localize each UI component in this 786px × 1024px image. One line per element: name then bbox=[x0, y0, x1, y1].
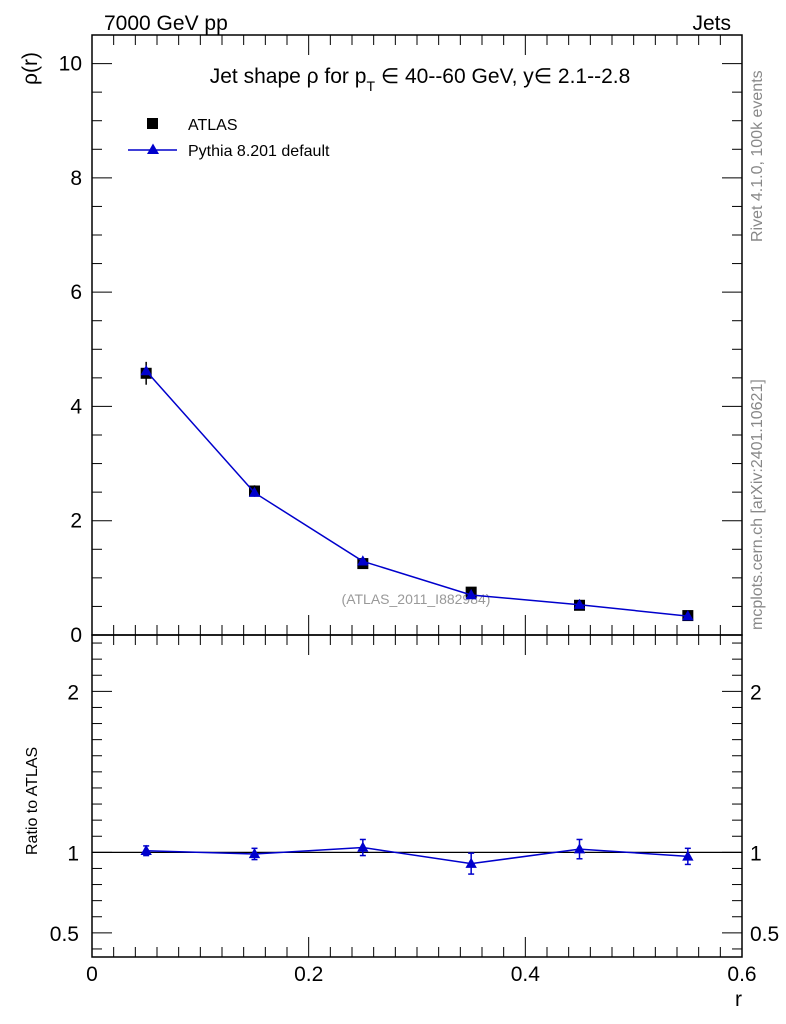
ratio-y-ticks: 0.5 0.5 1 1 2 2 bbox=[50, 642, 779, 950]
pythia-point bbox=[140, 365, 152, 376]
ratio-y-axis-label: Ratio to ATLAS bbox=[24, 747, 41, 855]
ratio-point bbox=[573, 843, 586, 854]
ratio-x-ticks: 0 0.2 0.4 0.6 bbox=[86, 635, 757, 986]
ratio-point bbox=[682, 850, 694, 861]
x-tick-label: 0.6 bbox=[727, 963, 756, 986]
pythia-line bbox=[145, 370, 688, 617]
pythia-point bbox=[573, 598, 586, 609]
header-left: 7000 GeV pp bbox=[104, 12, 228, 35]
main-y-tick-label: 8 bbox=[70, 167, 82, 190]
ratio-point bbox=[248, 847, 261, 859]
legend-pythia-label: Pythia 8.201 default bbox=[188, 143, 330, 160]
ratio-y-tick-label-right: 0.5 bbox=[750, 923, 779, 946]
legend-atlas-label: ATLAS bbox=[188, 117, 238, 134]
ratio-y-tick-label-right: 1 bbox=[750, 842, 762, 865]
legend-pythia-marker bbox=[147, 143, 159, 154]
legend: ATLAS Pythia 8.201 default bbox=[128, 117, 330, 160]
header-right: Jets bbox=[692, 12, 731, 35]
pythia-point bbox=[248, 486, 261, 497]
ratio-y-tick-label-right: 2 bbox=[750, 681, 762, 704]
main-y-tick-label: 4 bbox=[70, 395, 82, 418]
analysis-watermark: (ATLAS_2011_I882984) bbox=[342, 591, 491, 607]
pythia-point bbox=[357, 555, 369, 566]
mcplots-label: mcplots.cern.ch [arXiv:2401.10621] bbox=[749, 379, 766, 630]
x-axis-label: r bbox=[735, 988, 742, 1011]
ratio-data-layer bbox=[140, 838, 694, 875]
main-title: Jet shape ρ for pT ∈ 40--60 GeV, y∈ 2.1-… bbox=[210, 65, 631, 94]
main-y-tick-label: 6 bbox=[70, 281, 82, 304]
pythia-point bbox=[682, 610, 694, 621]
ratio-point bbox=[357, 841, 369, 852]
ratio-plot-frame bbox=[91, 634, 743, 958]
ratio-y-tick-label: 0.5 bbox=[50, 923, 79, 946]
x-tick-label: 0 bbox=[86, 963, 98, 986]
main-y-tick-label: 10 bbox=[59, 53, 82, 76]
main-data-layer bbox=[140, 361, 694, 622]
pythia-point bbox=[465, 589, 477, 600]
rivet-label: Rivet 4.1.0, 100k events bbox=[749, 70, 766, 242]
ratio-point bbox=[465, 857, 477, 868]
main-x-ticks bbox=[91, 35, 743, 635]
ratio-point bbox=[140, 844, 152, 855]
x-tick-label: 0.2 bbox=[294, 963, 323, 986]
main-y-tick-label: 2 bbox=[70, 510, 82, 533]
main-y-tick-label: 0 bbox=[70, 624, 82, 647]
ratio-y-tick-label: 2 bbox=[67, 681, 79, 704]
main-y-axis-label: ρ(r) bbox=[19, 52, 42, 85]
ratio-y-tick-label: 1 bbox=[67, 842, 79, 865]
ratio-line bbox=[146, 846, 688, 865]
legend-atlas-marker bbox=[147, 118, 158, 129]
main-y-ticks: 0 2 4 6 8 10 bbox=[59, 34, 742, 647]
x-tick-label: 0.4 bbox=[511, 963, 541, 986]
